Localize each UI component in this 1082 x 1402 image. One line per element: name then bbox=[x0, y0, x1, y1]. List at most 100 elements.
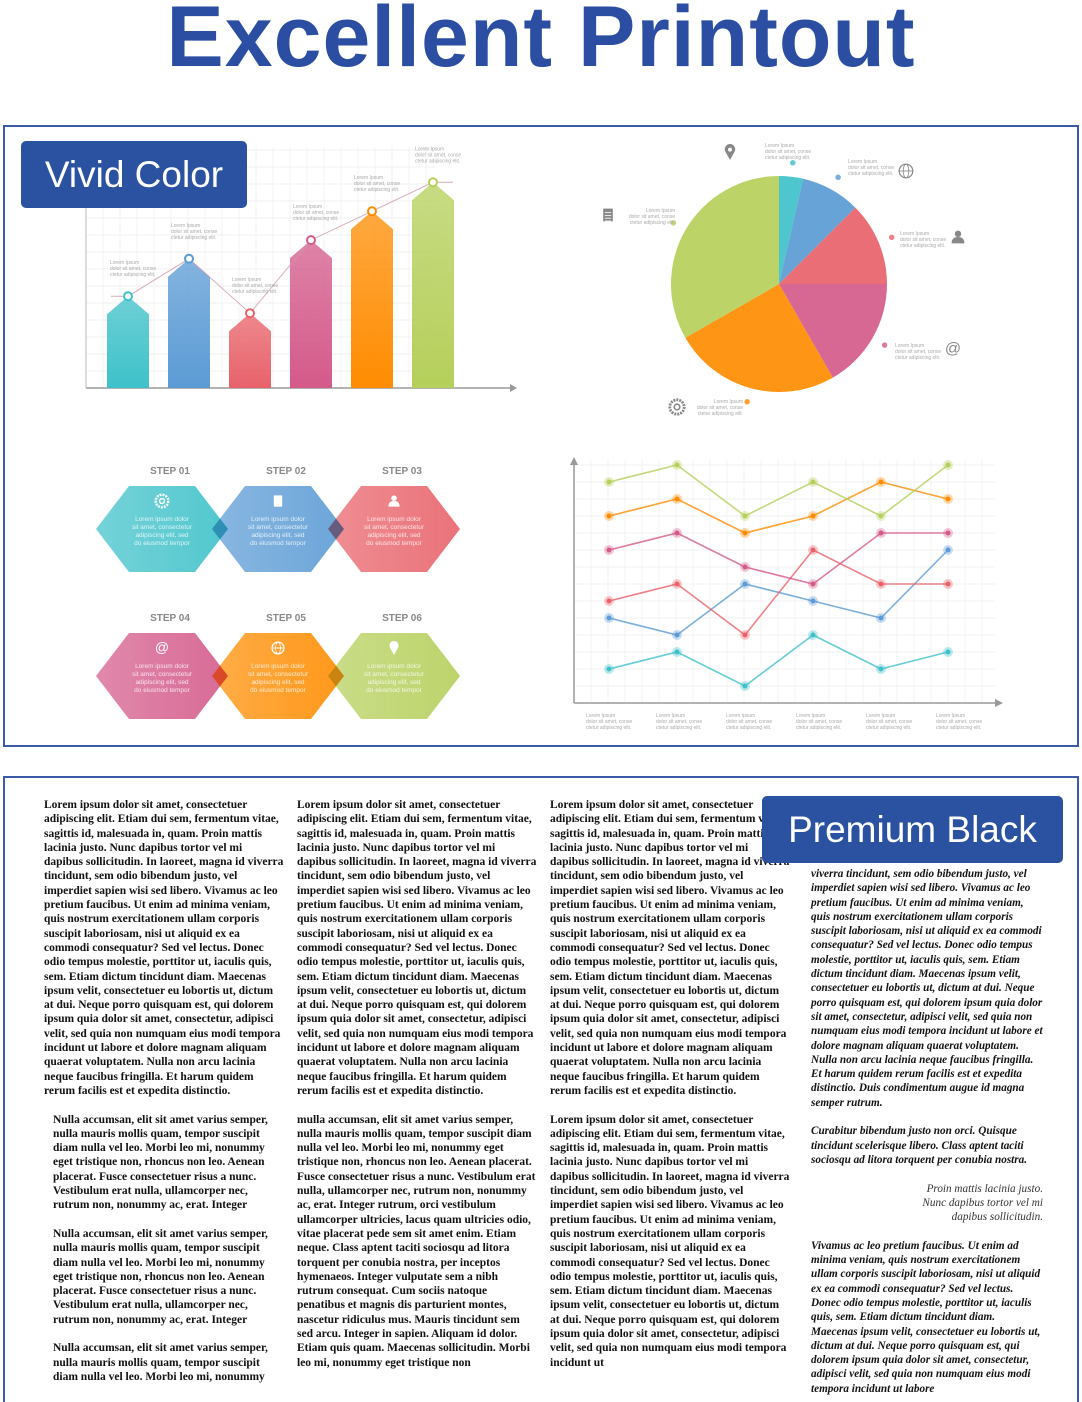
bar-label-line: ctetur adipiscing elit. bbox=[110, 272, 155, 278]
paragraph: Nulla accumsan, elit sit amet varius sem… bbox=[53, 1227, 268, 1326]
line-series bbox=[608, 532, 948, 585]
step-label-6: STEP 06 bbox=[382, 613, 422, 624]
bar-label-title: Lorem Ipsum bbox=[415, 146, 444, 152]
line-series bbox=[608, 481, 949, 534]
line-point bbox=[945, 462, 951, 468]
text-column-3: Lorem ipsum dolor sit amet, consectetuer… bbox=[550, 798, 790, 1384]
line-point bbox=[742, 683, 748, 689]
line-point bbox=[878, 581, 884, 587]
step-text: adipiscing elit, sed bbox=[367, 679, 420, 686]
line-point bbox=[742, 632, 748, 638]
paragraph: Lorem ipsum dolor sit amet, consectetuer… bbox=[550, 1113, 790, 1369]
step-label-4: STEP 04 bbox=[150, 613, 190, 624]
step-hexagon bbox=[212, 633, 344, 719]
line-point bbox=[945, 547, 951, 553]
step-hexagon bbox=[96, 486, 228, 572]
step-text: adipiscing elit, sed bbox=[251, 679, 304, 686]
line-point bbox=[674, 530, 680, 536]
user-icon bbox=[388, 495, 400, 507]
line-legend-line: dolor sit amet, conse bbox=[586, 719, 632, 725]
pull-quote: Proin mattis lacinia justo. Nunc dapibus… bbox=[922, 1182, 1043, 1224]
paragraph: Nulla accumsan, elit sit amet varius sem… bbox=[53, 1113, 268, 1212]
at-icon: @ bbox=[945, 340, 961, 357]
bar-label-line: ctetur adipiscing elit. bbox=[232, 289, 277, 295]
globe-icon bbox=[898, 163, 914, 179]
step-label-1: STEP 01 bbox=[150, 466, 190, 477]
line-point bbox=[674, 581, 680, 587]
step-hexagon bbox=[212, 486, 344, 572]
step-label-2: STEP 02 bbox=[266, 466, 306, 477]
line-point bbox=[674, 632, 680, 638]
line-point bbox=[742, 581, 748, 587]
step-hexagon bbox=[96, 633, 228, 719]
pie-marker bbox=[887, 233, 896, 242]
bar-label-line: dolor sit amet, conse bbox=[415, 152, 461, 158]
step-text: do eiusmod tempor bbox=[366, 540, 422, 547]
step-label-5: STEP 05 bbox=[266, 613, 306, 624]
pie-label-title: Lorem Ipsum bbox=[765, 143, 794, 149]
step-text: Lorem ipsum dolor bbox=[135, 516, 190, 523]
bar-label-title: Lorem Ipsum bbox=[232, 277, 261, 283]
line-legend-title: Lorem Ipsum bbox=[586, 713, 615, 719]
premium-black-panel: Premium Black Lorem ipsum dolor sit amet… bbox=[3, 776, 1079, 1402]
bar-point bbox=[245, 308, 255, 319]
line-legend-line: dolor sit amet, conse bbox=[796, 719, 842, 725]
bar-label-title: Lorem Ipsum bbox=[110, 260, 139, 266]
bar-label-line: ctetur adipiscing elit. bbox=[293, 216, 338, 222]
pie-label-title: Lorem Ipsum bbox=[714, 399, 743, 405]
line-point bbox=[606, 615, 612, 621]
line-legend-title: Lorem Ipsum bbox=[936, 713, 965, 719]
at-glyph: @ bbox=[155, 639, 169, 655]
location-pin-icon bbox=[724, 144, 736, 160]
pin-body bbox=[389, 641, 399, 655]
bar-x-axis-arrow bbox=[510, 384, 517, 392]
line-legend-line: ctetur adipiscing elit. bbox=[656, 725, 701, 731]
line-point bbox=[674, 496, 680, 502]
line-legend-line: dolor sit amet, conse bbox=[726, 719, 772, 725]
line-point bbox=[674, 462, 680, 468]
pie-slice bbox=[779, 207, 887, 284]
line-point bbox=[742, 513, 748, 519]
step-text: do eiusmod tempor bbox=[250, 540, 306, 547]
pie-label-title: Lorem Ipsum bbox=[895, 343, 924, 349]
pin-hole bbox=[392, 644, 396, 648]
text-column-1: Lorem ipsum dolor sit amet, consectetuer… bbox=[44, 798, 284, 1398]
pie-slice bbox=[779, 284, 887, 378]
pie-slice bbox=[671, 176, 779, 338]
user-head bbox=[954, 230, 962, 237]
line-legend-line: ctetur adipiscing elit. bbox=[936, 725, 981, 731]
pie-marker bbox=[833, 173, 843, 182]
document-icon bbox=[603, 208, 613, 222]
at-icon: @ bbox=[155, 639, 169, 655]
line-series bbox=[608, 464, 949, 517]
location-pin-icon bbox=[389, 641, 399, 655]
user-icon bbox=[951, 230, 965, 244]
pie-marker bbox=[788, 158, 798, 168]
bar-label-line: dolor sit amet, conse bbox=[354, 181, 400, 187]
bar bbox=[351, 211, 393, 388]
pie-label-line: dolor sit amet, conse bbox=[697, 405, 743, 411]
step-text: sit amet, consectetur bbox=[364, 524, 425, 531]
step-text: do eiusmod tempor bbox=[366, 687, 422, 694]
bar-point bbox=[428, 177, 438, 188]
line-point bbox=[606, 479, 612, 485]
bar-label-line: dolor sit amet, conse bbox=[171, 229, 217, 235]
bar-label-line: ctetur adipiscing elit. bbox=[415, 158, 460, 164]
step-text: do eiusmod tempor bbox=[134, 687, 190, 694]
gear-teeth bbox=[668, 398, 686, 416]
line-point bbox=[606, 598, 612, 604]
line-legend-line: dolor sit amet, conse bbox=[936, 719, 982, 725]
bar-label-line: dolor sit amet, conse bbox=[110, 266, 156, 272]
line-legend-line: ctetur adipiscing elit. bbox=[796, 725, 841, 731]
line-point bbox=[878, 513, 884, 519]
line-legend-line: dolor sit amet, conse bbox=[866, 719, 912, 725]
globe-icon bbox=[271, 641, 285, 655]
step-hexagon bbox=[328, 633, 460, 719]
line-point bbox=[674, 649, 680, 655]
paragraph: mulla accumsan, elit sit amet varius sem… bbox=[297, 1113, 536, 1369]
paragraph: Lorem ipsum dolor sit amet, consectetuer… bbox=[550, 799, 790, 1097]
step-hexagon bbox=[328, 486, 460, 572]
gear-teeth bbox=[154, 493, 170, 509]
line-x-axis-arrow bbox=[995, 699, 1003, 707]
bar-label-title: Lorem Ipsum bbox=[354, 175, 383, 181]
